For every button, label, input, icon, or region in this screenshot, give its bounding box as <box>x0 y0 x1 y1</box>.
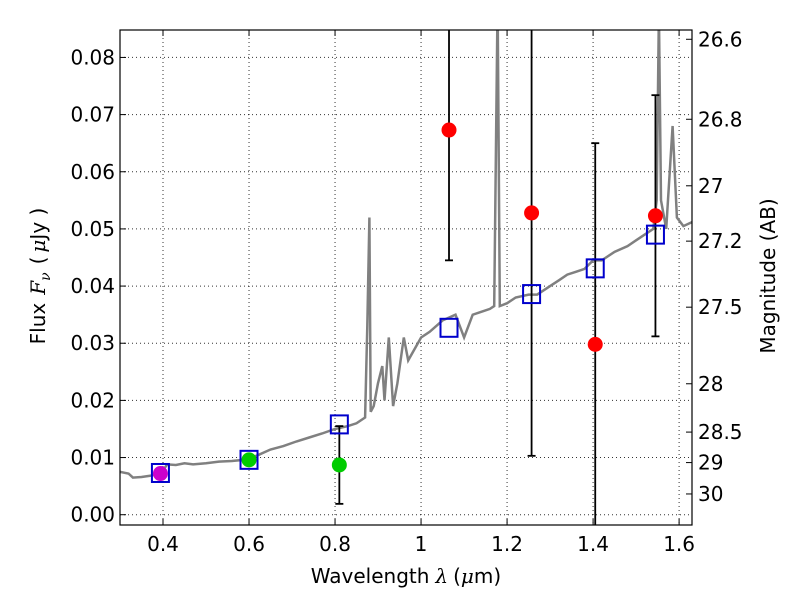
y-tick-label: 0.03 <box>70 331 115 355</box>
y-axis-label: FluxFν(μJy ) <box>26 208 54 345</box>
observed-point <box>647 208 663 224</box>
y-tick-label: 0.01 <box>70 446 115 470</box>
mag-tick-label: 30 <box>698 482 723 506</box>
mag-tick-label: 28 <box>698 372 723 396</box>
y-tick-label: 0.06 <box>70 160 115 184</box>
model-box <box>239 449 259 470</box>
x-tick-label: 1 <box>415 532 428 556</box>
y2-axis-label: Magnitude (AB) <box>756 198 780 353</box>
x-tick-label: 0.4 <box>147 532 179 556</box>
model-box <box>329 414 349 435</box>
observed-point <box>241 452 257 468</box>
observed-point <box>587 336 603 352</box>
mag-tick-label: 27 <box>698 174 723 198</box>
y-tick-label: 0.05 <box>70 217 115 241</box>
plot-area <box>120 30 692 525</box>
model-box <box>585 258 605 279</box>
x-tick-label: 0.6 <box>233 532 265 556</box>
mag-tick-label: 26.8 <box>698 107 743 131</box>
data-layer <box>120 30 692 525</box>
model-spectrum-line <box>120 30 692 479</box>
mag-tick-label: 28.5 <box>698 420 743 444</box>
x-tick-label: 1.6 <box>663 532 695 556</box>
x-tick-label: 1.4 <box>577 532 609 556</box>
y-tick-label: 0.02 <box>70 388 115 412</box>
model-box <box>645 224 665 245</box>
mag-tick-label: 27.2 <box>698 229 743 253</box>
model-box <box>150 462 170 483</box>
mag-tick-label: 27.5 <box>698 295 743 319</box>
model-box <box>439 317 459 338</box>
plot-frame <box>119 29 693 526</box>
observed-point <box>441 122 457 138</box>
observed-point <box>331 457 347 473</box>
model-box <box>522 284 542 305</box>
mag-tick-label: 29 <box>698 451 723 475</box>
x-tick-label: 1.2 <box>491 532 523 556</box>
grid <box>120 30 692 525</box>
mag-tick-label: 26.6 <box>698 27 743 51</box>
y-tick-label: 0.08 <box>70 45 115 69</box>
y-tick-label: 0.00 <box>70 503 115 527</box>
y-tick-label: 0.07 <box>70 103 115 127</box>
y-tick-label: 0.04 <box>70 274 115 298</box>
ticks: 0.4 0.6 0.8 1 1.2 1.4 1.6 0.00 0.01 0.02 0.03 0.04 0… <box>70 27 742 556</box>
observed-point <box>524 205 540 221</box>
observed-point <box>152 466 168 482</box>
x-axis-label: Wavelength λ (μm) <box>311 564 501 588</box>
x-tick-label: 0.8 <box>319 532 351 556</box>
